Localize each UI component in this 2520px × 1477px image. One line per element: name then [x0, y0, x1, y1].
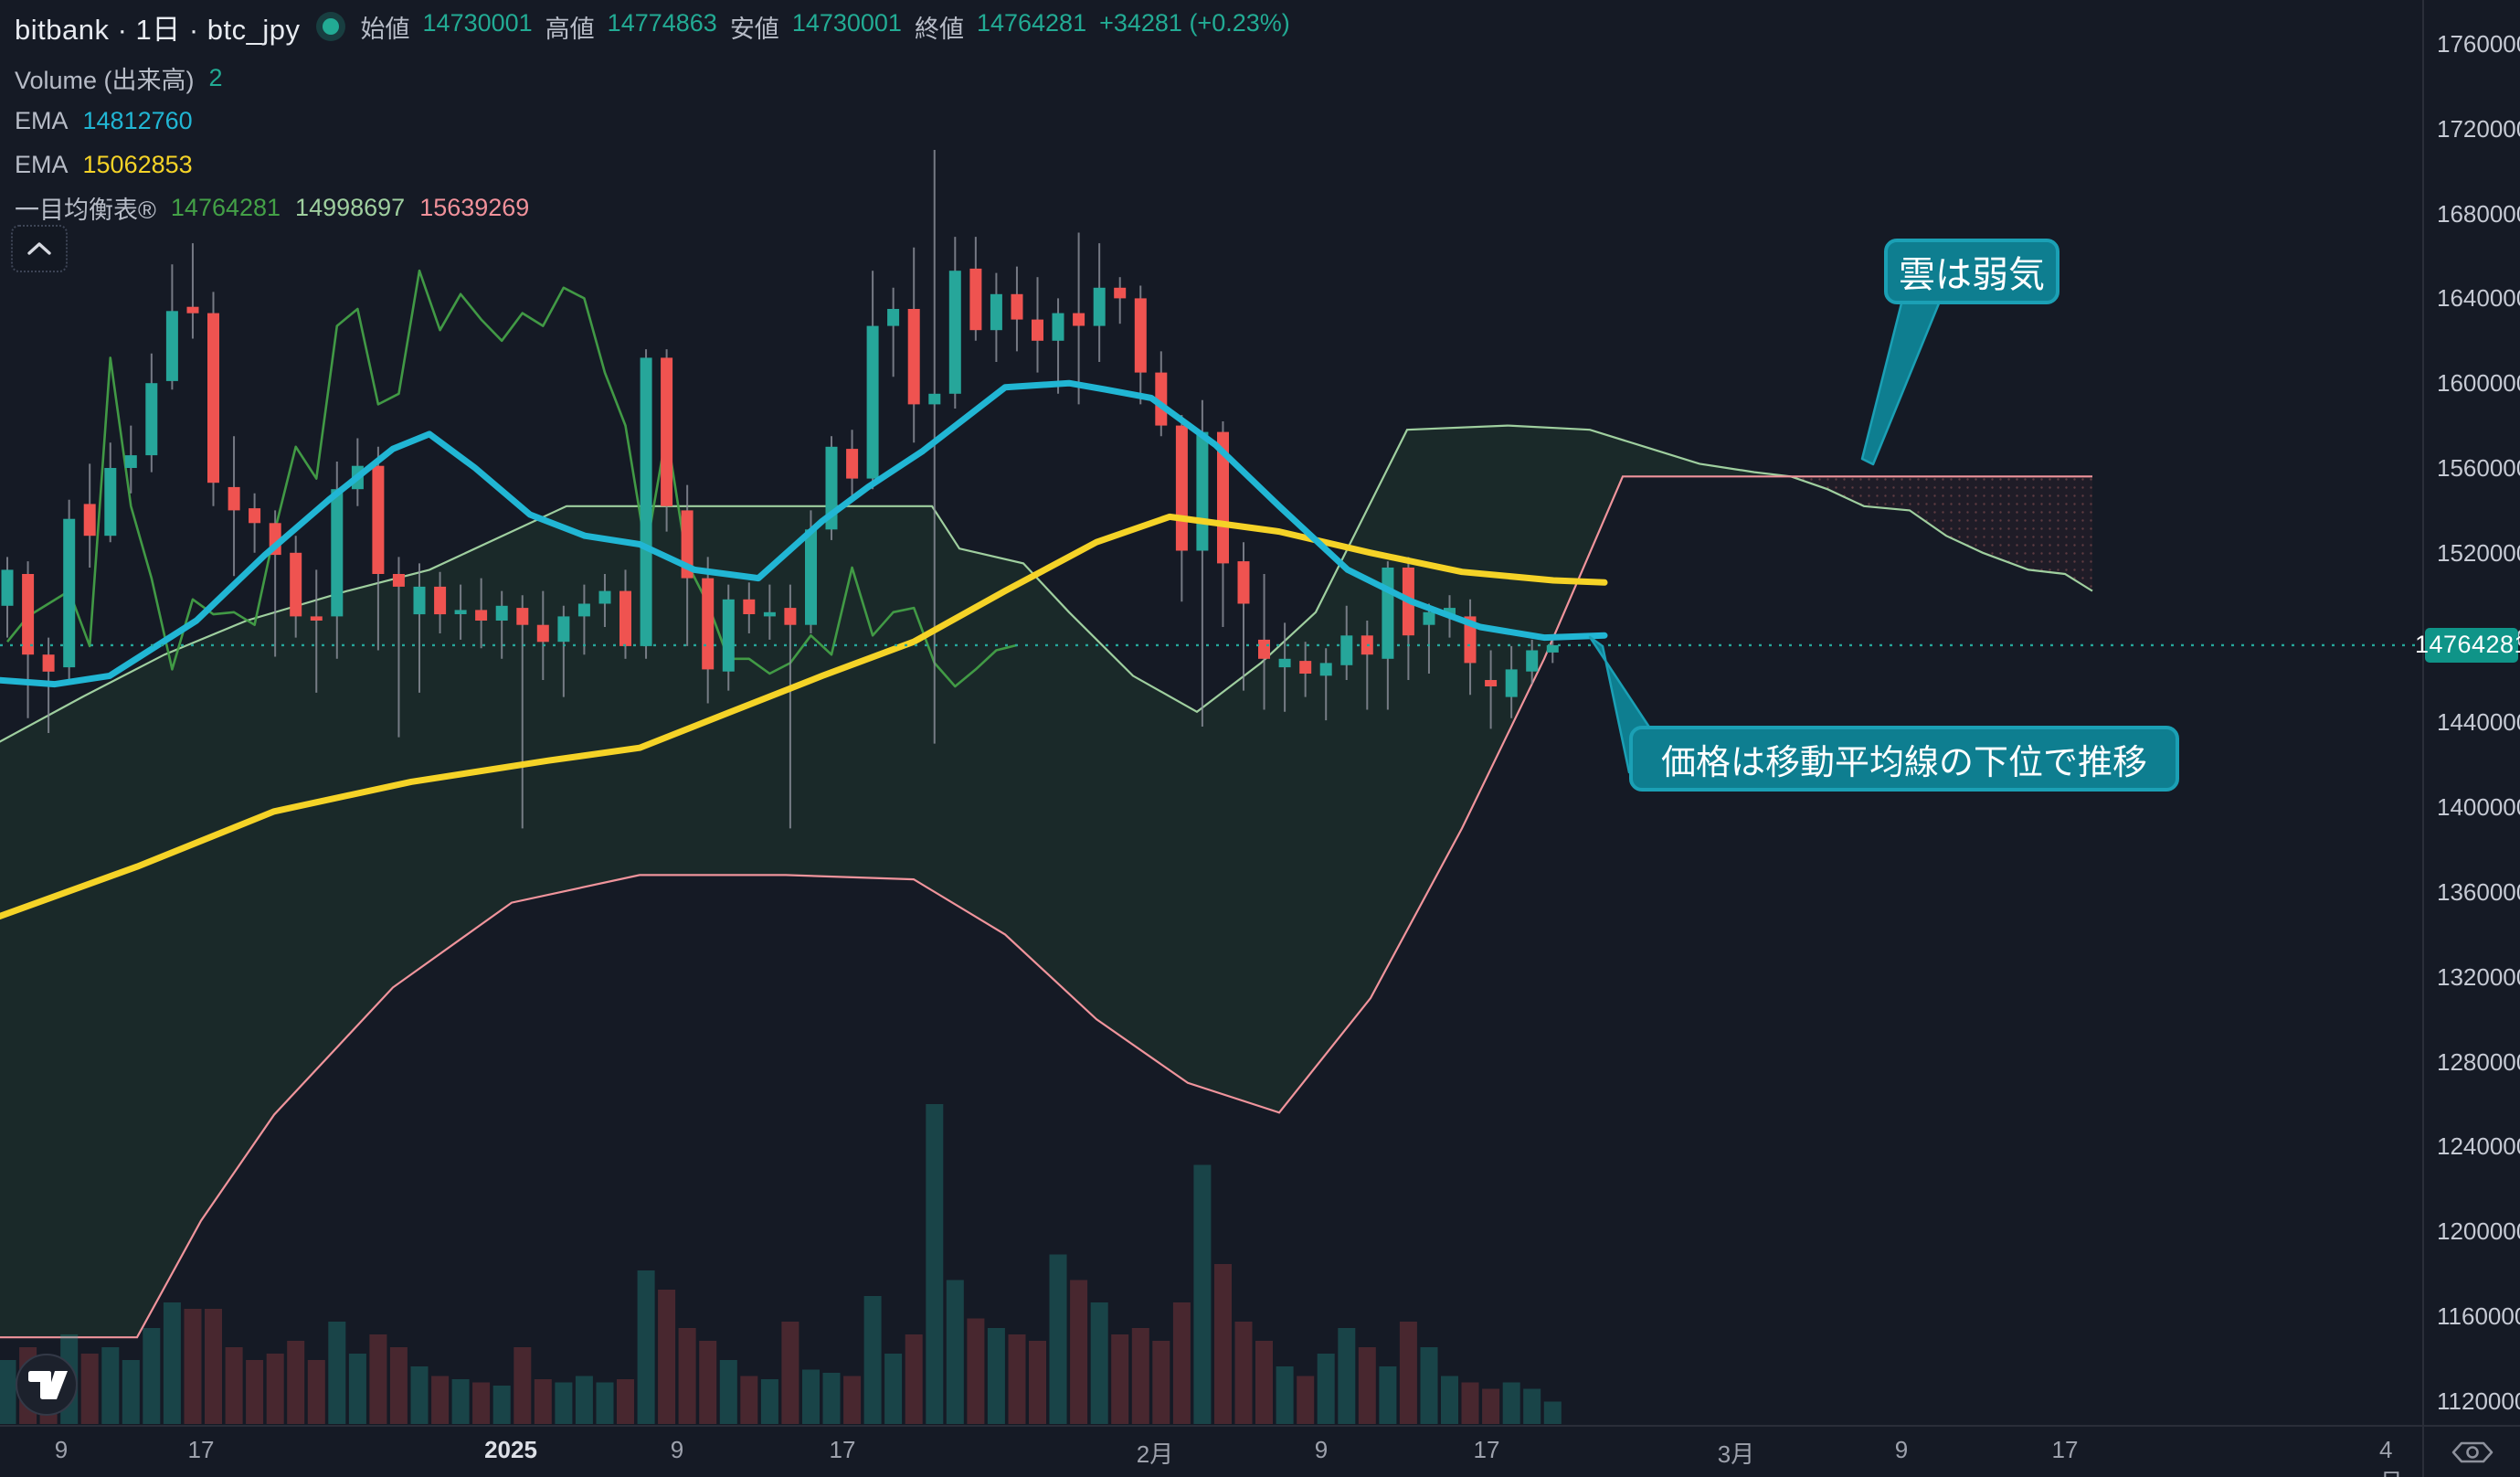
time-axis-label: 17	[829, 1436, 856, 1463]
time-axis-label: 2月	[1136, 1440, 1174, 1468]
chart-legend: bitbank · 1日 · btc_jpy 始値 14730001 高値 14774…	[15, 7, 1290, 225]
indicator-name: Volume (出来高)	[15, 66, 195, 94]
ohlc-label: 終値	[914, 15, 964, 43]
eye-icon	[2451, 1441, 2493, 1462]
price-axis-label: 17200000	[2437, 114, 2520, 143]
indicator-name: EMA	[15, 150, 69, 178]
price-axis-label: 16400000	[2437, 284, 2520, 313]
time-axis-label: 17	[187, 1436, 215, 1463]
indicator-name: EMA	[15, 107, 69, 134]
ohlc-value: 14730001	[422, 8, 533, 37]
volume-bars-layer	[0, 1104, 1562, 1424]
last-price-badge: 14764281	[2415, 627, 2520, 663]
price-axis-label: 12000000	[2437, 1217, 2520, 1246]
ohlc-label: 始値	[360, 15, 410, 43]
price-axis-label: 14000000	[2437, 793, 2520, 822]
price-axis-label: 11600000	[2437, 1302, 2520, 1330]
chikou-span-layer	[5, 269, 1018, 688]
ohlc-value: 14764281	[976, 8, 1087, 37]
time-axis-label: 9	[1314, 1436, 1329, 1463]
indicator-row-ichimoku[interactable]: 一目均衡表® 14764281 14998697 15639269	[15, 192, 529, 225]
ohlc-label: 高値	[545, 15, 595, 43]
ohlc-value: +34281 (+0.23%)	[1099, 8, 1290, 37]
price-axis-label: 12800000	[2437, 1047, 2520, 1076]
time-axis-label: 3月	[1717, 1440, 1755, 1468]
legend-collapse-button[interactable]	[11, 225, 68, 272]
indicator-row-volume[interactable]: Volume (出来高) 2	[15, 61, 223, 94]
ohlc-value: 14774863	[607, 8, 717, 37]
indicator-row-ema[interactable]: EMA 15062853	[15, 148, 193, 181]
time-axis-label: 9	[1894, 1436, 1909, 1463]
ohlc-value: 14730001	[791, 8, 902, 37]
annotation-pointers	[1588, 298, 1941, 774]
indicator-value: 14998697	[295, 194, 406, 221]
indicator-name: 一目均衡表®	[15, 197, 156, 224]
axis-settings-corner[interactable]	[2424, 1427, 2520, 1477]
price-axis-label: 15600000	[2437, 454, 2520, 482]
time-axis-label: 17	[2051, 1436, 2079, 1463]
time-axis-label: 17	[1473, 1436, 1500, 1463]
price-axis-label: 13600000	[2437, 878, 2520, 906]
price-axis[interactable]: 17600000 17200000 16800000 16400000 16000000…	[2424, 0, 2520, 1426]
time-axis-label: 4月	[2379, 1436, 2403, 1477]
price-axis-label: 11200000	[2437, 1387, 2520, 1415]
tv-slash-glyph	[46, 1371, 68, 1399]
tradingview-logo[interactable]	[15, 1353, 79, 1417]
indicator-value: 15062853	[82, 150, 193, 178]
indicator-row-ema[interactable]: EMA 14812760	[15, 105, 193, 138]
time-axis[interactable]: 9 17 2025 9 17 2月 9 17 3月 9 17 4月	[0, 1427, 2423, 1477]
time-axis-label: 9	[54, 1436, 69, 1463]
price-axis-label: 16000000	[2437, 369, 2520, 398]
symbol-title[interactable]: bitbank · 1日 · btc_jpy	[15, 13, 301, 46]
chevron-up-icon	[27, 242, 51, 255]
indicator-value: 15639269	[419, 194, 530, 221]
price-axis-label: 17600000	[2437, 30, 2520, 58]
indicator-value: 2	[208, 63, 223, 91]
price-axis-label: 15200000	[2437, 538, 2520, 567]
ema-lines-layer	[0, 379, 1608, 920]
ohlc-label: 安値	[729, 15, 779, 43]
price-axis-label: 12400000	[2437, 1132, 2520, 1161]
annotation-price-below-ma[interactable]: 価格は移動平均線の下位で推移	[1629, 726, 2179, 792]
price-axis-label: 14400000	[2437, 708, 2520, 737]
time-axis-label: 2025	[484, 1436, 537, 1463]
indicator-value: 14764281	[170, 194, 281, 221]
annotation-cloud-bearish[interactable]: 雲は弱気	[1884, 239, 2059, 304]
indicator-value: 14812760	[82, 107, 193, 134]
market-status-icon	[322, 18, 339, 35]
price-axis-label: 16800000	[2437, 199, 2520, 228]
time-axis-label: 9	[670, 1436, 684, 1463]
price-axis-label: 13200000	[2437, 962, 2520, 991]
ohlc-values: 始値 14730001 高値 14774863 安値 14730001 終値 14764281…	[361, 9, 1290, 45]
ichimoku-cloud-layer	[0, 424, 2093, 1339]
